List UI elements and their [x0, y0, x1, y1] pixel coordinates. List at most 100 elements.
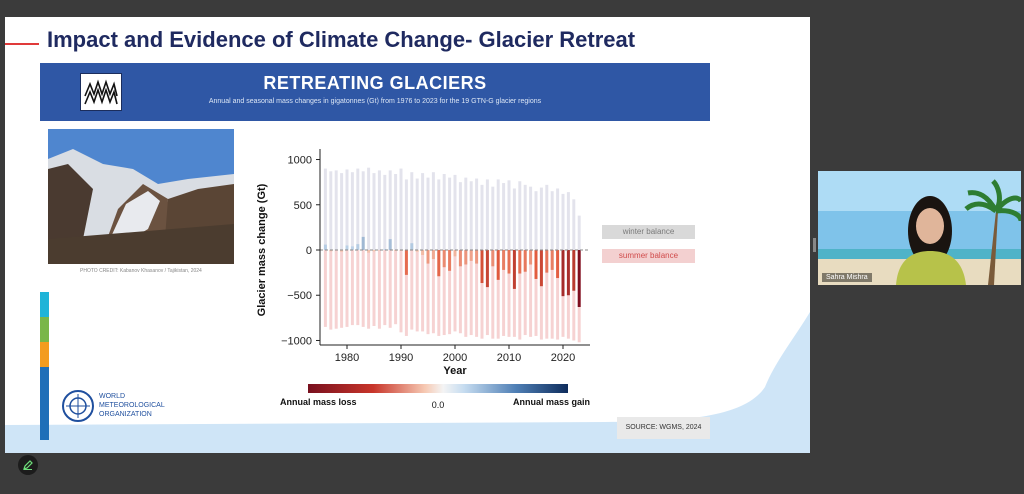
winter-balance-bar	[372, 173, 376, 250]
source-label: SOURCE: WGMS, 2024	[617, 417, 710, 439]
winter-balance-bar	[529, 186, 533, 250]
slide-background-wave	[5, 312, 810, 453]
winter-balance-bar	[442, 174, 446, 250]
winter-balance-bar	[512, 188, 516, 250]
annual-balance-bar	[345, 245, 349, 250]
annual-balance-bar	[512, 250, 516, 289]
wmo-organization-name: WORLD METEOROLOGICAL ORGANIZATION	[99, 392, 179, 419]
winter-balance-bar	[566, 192, 570, 250]
colorbar-gain-label: Annual mass gain	[513, 397, 590, 407]
legend-winter-balance: winter balance	[602, 225, 695, 239]
winter-balance-bar	[448, 177, 452, 250]
slide-title: Impact and Evidence of Climate Change- G…	[47, 27, 636, 52]
annual-balance-bar	[377, 250, 381, 251]
annual-balance-bar	[372, 250, 376, 252]
winter-balance-bar	[431, 172, 435, 250]
winter-balance-bar	[491, 186, 495, 250]
annual-balance-bar	[475, 250, 479, 264]
winter-balance-bar	[453, 174, 457, 250]
x-tick-label: 2000	[443, 352, 467, 364]
summer-balance-bar	[334, 250, 338, 329]
summer-balance-bar	[388, 250, 392, 328]
summer-balance-bar	[523, 250, 527, 336]
summer-balance-bar	[507, 250, 511, 337]
participant-video-tile[interactable]: Sahra Mishra	[818, 171, 1021, 285]
chart-title: RETREATING GLACIERS	[263, 73, 487, 93]
annual-balance-bar	[415, 250, 419, 252]
x-tick-label: 1980	[335, 352, 359, 364]
winter-balance-bar	[383, 174, 387, 250]
summer-balance-bar	[518, 250, 522, 340]
winter-balance-bar	[464, 177, 468, 250]
panel-resize-handle[interactable]	[813, 238, 816, 252]
annual-balance-bar	[367, 250, 371, 253]
summer-balance-bar	[475, 250, 479, 337]
summer-balance-bar	[448, 250, 452, 335]
colorbar-loss-label: Annual mass loss	[280, 397, 357, 407]
annual-balance-bar	[329, 250, 333, 252]
winter-balance-bar	[426, 177, 430, 250]
summer-balance-bar	[426, 250, 430, 335]
colorbar-zero-label: 0.0	[432, 400, 445, 410]
summer-balance-bar	[372, 250, 376, 326]
summer-balance-bar	[529, 250, 533, 337]
legend-summer-balance: summer balance	[602, 249, 695, 263]
winter-balance-bar	[404, 179, 408, 250]
winter-balance-bar	[421, 173, 425, 250]
winter-balance-bar	[561, 193, 565, 250]
winter-balance-bar	[345, 169, 349, 250]
y-tick-label: 0	[306, 245, 312, 257]
annual-balance-bar	[496, 250, 500, 280]
summer-balance-bar	[383, 250, 387, 326]
annual-balance-bar	[529, 250, 533, 265]
pencil-icon	[23, 460, 33, 470]
color-stripe-orange	[40, 342, 49, 367]
color-stripe-cyan	[40, 292, 49, 317]
winter-balance-bar	[377, 170, 381, 250]
y-tick-label: −1000	[281, 335, 312, 347]
summer-balance-bar	[496, 250, 500, 339]
winter-balance-bar	[437, 179, 441, 250]
winter-balance-bar	[334, 170, 338, 250]
annual-balance-bar	[383, 249, 387, 250]
annual-balance-bar	[464, 250, 468, 265]
participant-name: Sahra Mishra	[822, 273, 872, 282]
winter-balance-bar	[572, 199, 576, 250]
summer-balance-bar	[399, 250, 403, 333]
y-tick-label: 500	[294, 200, 312, 212]
participant-video-feed	[818, 171, 1021, 285]
winter-balance-bar	[388, 170, 392, 250]
annual-balance-bar	[458, 250, 462, 267]
winter-balance-bar	[469, 181, 473, 250]
summer-balance-bar	[415, 250, 419, 332]
summer-balance-bar	[545, 250, 549, 339]
winter-balance-bar	[361, 171, 365, 250]
annual-balance-bar	[502, 250, 506, 270]
summer-balance-bar	[323, 250, 327, 327]
color-stripe-blue	[40, 367, 49, 440]
summer-balance-bar	[485, 250, 489, 336]
winter-balance-bar	[523, 184, 527, 250]
summer-balance-bar	[367, 250, 371, 329]
presentation-slide: Impact and Evidence of Climate Change- G…	[5, 17, 810, 453]
annual-balance-bar	[572, 250, 576, 291]
summer-balance-bar	[469, 250, 473, 336]
wmo-logo-icon	[62, 390, 94, 422]
summer-balance-bar	[572, 250, 576, 341]
annual-balance-bar	[523, 250, 527, 272]
annotate-button[interactable]	[18, 455, 38, 475]
org-name-line-3: ORGANIZATION	[99, 411, 152, 418]
glacier-photo	[48, 129, 234, 264]
summer-balance-bar	[356, 250, 360, 326]
annual-balance-bar	[410, 243, 414, 250]
winter-balance-bar	[350, 172, 354, 250]
annual-balance-bar	[485, 250, 489, 288]
annual-balance-bar	[491, 250, 495, 267]
colorbar	[308, 384, 568, 393]
annual-balance-bar	[442, 250, 446, 268]
annual-balance-bar	[577, 250, 581, 307]
annual-balance-bar	[518, 250, 522, 274]
y-tick-label: 1000	[288, 155, 312, 167]
winter-balance-bar	[539, 187, 543, 250]
x-tick-label: 1990	[389, 352, 413, 364]
